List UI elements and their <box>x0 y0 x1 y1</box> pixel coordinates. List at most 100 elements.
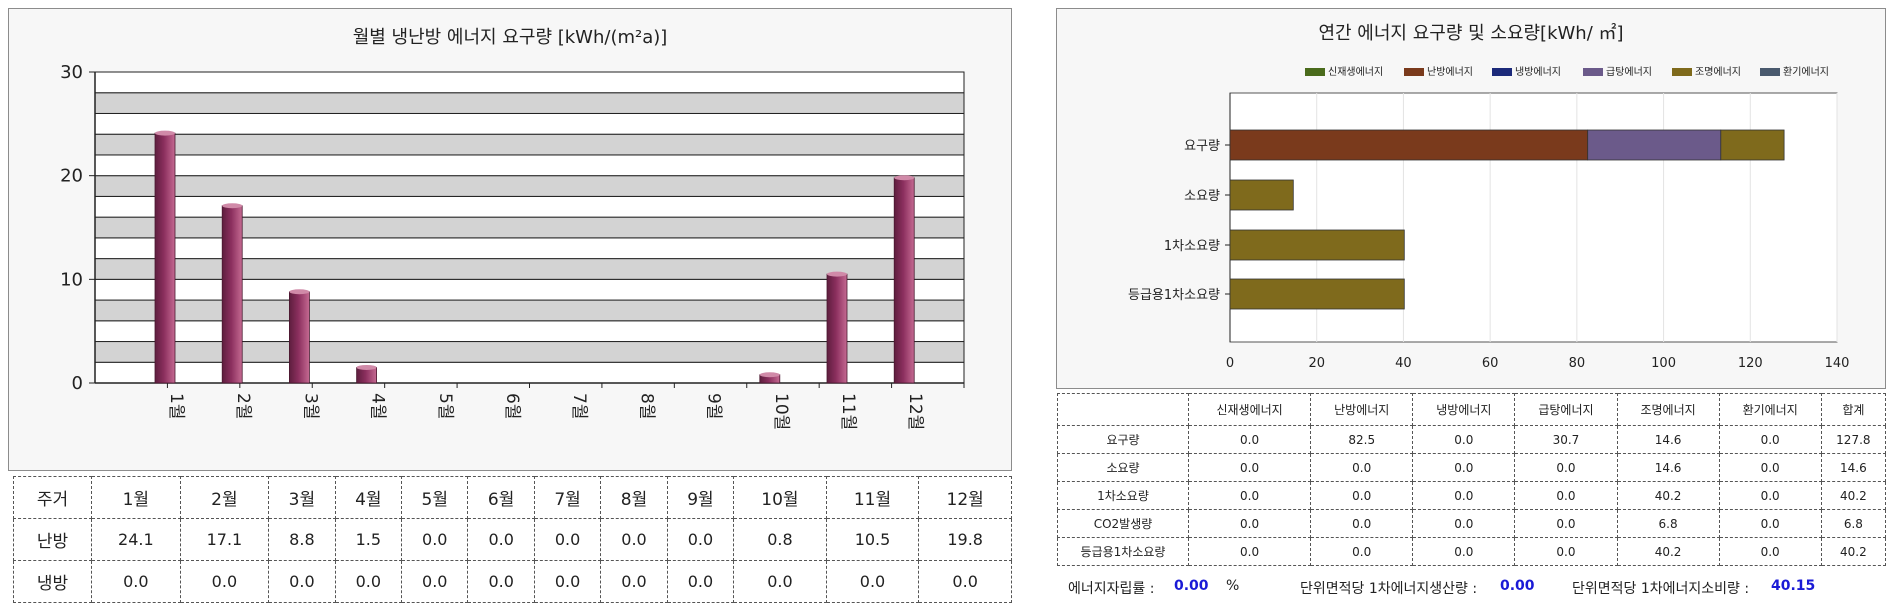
x-tick-label: 2월 <box>233 393 253 419</box>
table-header-cell: 합계 <box>1820 393 1887 426</box>
table-cell: 0.0 <box>334 560 403 603</box>
bar-cap <box>894 175 915 181</box>
table-corner-cell <box>1057 393 1189 426</box>
grid-band <box>94 71 965 94</box>
bar-cap <box>155 130 175 136</box>
table-cell: 6.8 <box>1820 509 1887 538</box>
table-cell: 0.0 <box>1412 509 1516 538</box>
legend-item: 급탕에너지 <box>1583 63 1652 78</box>
bar-segment <box>1229 179 1294 211</box>
table-cell: 0.0 <box>1187 509 1312 538</box>
table-cell: 14.6 <box>1616 425 1720 454</box>
table-cell: 0.0 <box>600 518 668 561</box>
table-cell: 0.0 <box>666 560 735 603</box>
y-tick-label: 20 <box>60 166 83 187</box>
table-cell: 24.1 <box>91 518 181 561</box>
table-cell: 10.5 <box>825 518 920 561</box>
row-label: 소요량 <box>1057 453 1189 482</box>
legend-label: 신재생에너지 <box>1328 67 1384 78</box>
energy-summary-footer: 에너지자립률 : 0.00 % 단위면적당 1차에너지생산량 : 0.00 단위… <box>1068 578 1888 600</box>
legend-label: 냉방에너지 <box>1515 67 1561 78</box>
table-cell: 0.0 <box>1718 425 1822 454</box>
table-cell: 0.0 <box>1187 481 1312 510</box>
consumption-value: 40.15 <box>1771 578 1816 594</box>
x-tick-label: 12월 <box>905 393 925 430</box>
table-header-cell: 12월 <box>918 476 1012 519</box>
x-tick-label: 4월 <box>368 393 388 419</box>
table-header-cell: 조명에너지 <box>1616 393 1720 426</box>
table-cell: 0.0 <box>1310 453 1414 482</box>
x-tick-label: 5월 <box>435 393 455 419</box>
row-label: 1차소요량 <box>1057 481 1189 510</box>
table-cell: 0.0 <box>1718 453 1822 482</box>
table-cell: 0.0 <box>918 560 1012 603</box>
x-tick-label: 1월 <box>166 393 186 419</box>
row-label: 냉방 <box>12 560 93 603</box>
self-sufficiency-value: 0.00 <box>1174 578 1209 594</box>
table-row: 1차소요량 0.0 0.0 0.0 0.0 40.2 0.0 40.2 <box>1057 481 1887 510</box>
table-cell: 0.0 <box>1514 537 1618 566</box>
table-header-cell: 난방에너지 <box>1310 393 1414 426</box>
x-tick-label: 120 <box>1738 356 1763 371</box>
monthly-energy-chart-panel: 월별 냉난방 에너지 요구량 [kWh/(m²a)] 0 10 20 30 1월 2월 3월… <box>8 8 1012 471</box>
grid-band <box>94 133 965 156</box>
x-tick-label: 140 <box>1825 356 1850 371</box>
table-cell: 40.2 <box>1820 537 1887 566</box>
legend-item: 조명에너지 <box>1672 63 1741 78</box>
table-cell: 0.0 <box>91 560 181 603</box>
bar-cap <box>222 203 243 209</box>
bar-cap <box>827 271 847 277</box>
self-sufficiency-label: 에너지자립률 : <box>1068 581 1155 597</box>
table-cell: 0.0 <box>1718 537 1822 566</box>
table-cell: 40.2 <box>1820 481 1887 510</box>
bar-segment <box>1229 229 1405 261</box>
legend-label: 환기에너지 <box>1783 67 1829 78</box>
table-cell: 0.0 <box>666 518 735 561</box>
table-cell: 0.0 <box>1412 481 1516 510</box>
legend-swatch <box>1672 68 1692 76</box>
monthly-bar-chart: 0 10 20 30 1월 2월 3월 4월 5월 6월 7월 8월 9월 10월 11월 12월 <box>60 62 965 430</box>
table-cell: 0.0 <box>467 518 535 561</box>
table-cell: 0.0 <box>1718 509 1822 538</box>
table-cell: 0.0 <box>600 560 668 603</box>
row-label: 요구량 <box>1057 425 1189 454</box>
annual-energy-chart-panel: 연간 에너지 요구량 및 소요량[kWh/ ㎡] 신재생에너지 난방에너지 냉방에너… <box>1056 8 1886 389</box>
table-header-cell: 11월 <box>825 476 920 519</box>
bar-2월 <box>221 205 243 384</box>
table-row: 등급용1차소요량 0.0 0.0 0.0 0.0 40.2 0.0 40.2 <box>1057 537 1887 566</box>
table-cell: 0.0 <box>733 560 827 603</box>
table-cell: 0.0 <box>1514 481 1618 510</box>
table-cell: 0.0 <box>179 560 270 603</box>
table-header-cell: 6월 <box>467 476 535 519</box>
table-cell: 0.8 <box>733 518 827 561</box>
table-cell: 0.0 <box>825 560 920 603</box>
bar-segment <box>1229 129 1589 161</box>
y-tick-label: 소요량 <box>1184 189 1220 204</box>
table-cell: 6.8 <box>1616 509 1720 538</box>
grid-band <box>94 154 965 177</box>
legend-item: 환기에너지 <box>1760 63 1829 78</box>
legend-swatch <box>1760 68 1780 76</box>
table-cell: 0.0 <box>1310 481 1414 510</box>
table-cell: 0.0 <box>1412 537 1516 566</box>
legend-swatch <box>1305 68 1325 76</box>
table-cell: 40.2 <box>1616 481 1720 510</box>
bar-cap <box>289 289 310 295</box>
table-row: 소요량 0.0 0.0 0.0 0.0 14.6 0.0 14.6 <box>1057 453 1887 482</box>
table-row: 냉방 0.0 0.0 0.0 0.0 0.0 0.0 0.0 0.0 0.0 0.0 0.0 0.0 <box>12 560 1012 603</box>
table-cell: 0.0 <box>533 560 602 603</box>
consumption-label: 단위면적당 1차에너지소비량 : <box>1572 581 1750 597</box>
legend-item: 냉방에너지 <box>1492 63 1561 78</box>
table-cell: 0.0 <box>1187 453 1312 482</box>
production-value: 0.00 <box>1500 578 1535 594</box>
grid-band <box>94 112 965 135</box>
table-cell: 0.0 <box>268 560 336 603</box>
table-header-cell: 8월 <box>600 476 668 519</box>
x-tick-label: 100 <box>1651 356 1676 371</box>
y-tick-label: 0 <box>72 373 83 394</box>
table-cell: 0.0 <box>1412 425 1516 454</box>
table-header-cell: 냉방에너지 <box>1412 393 1516 426</box>
table-header-cell: 환기에너지 <box>1718 393 1822 426</box>
x-tick-label: 6월 <box>502 393 522 419</box>
